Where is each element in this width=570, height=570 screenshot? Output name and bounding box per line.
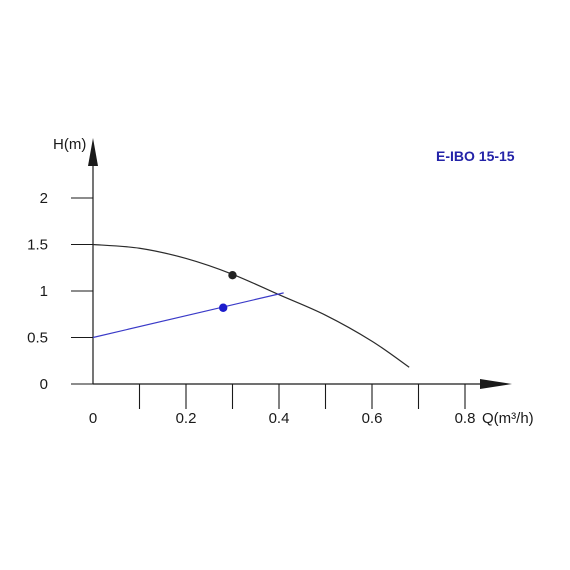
- x-tick-label: 0.6: [362, 410, 383, 427]
- x-axis-arrow-icon: [480, 379, 512, 389]
- x-tick-label: 0: [89, 410, 97, 427]
- pump-curve-point: [228, 270, 237, 280]
- axes: H(m) Q(m³/h): [53, 136, 534, 427]
- operating-point: [219, 303, 228, 312]
- pump-curve-line: [92, 243, 410, 368]
- system-line: [92, 292, 284, 339]
- y-ticks: 0 0.5 1 1.5 2: [27, 190, 93, 393]
- x-tick-label: 0.8: [455, 410, 476, 427]
- x-axis-label: Q(m³/h): [482, 410, 534, 427]
- y-tick-label: 2: [40, 190, 48, 207]
- y-axis-arrow-icon: [88, 138, 98, 166]
- y-tick-label: 0: [40, 376, 48, 393]
- series-layer: [92, 243, 410, 368]
- x-ticks: 0 0.2 0.4 0.6 0.8: [89, 384, 476, 427]
- y-tick-label: 0.5: [27, 330, 48, 347]
- x-tick-label: 0.2: [176, 410, 197, 427]
- x-tick-label: 0.4: [269, 410, 290, 427]
- chart-title: E-IBO 15-15: [436, 148, 515, 164]
- y-axis-label: H(m): [53, 136, 86, 153]
- y-tick-label: 1: [40, 283, 48, 300]
- y-tick-label: 1.5: [27, 237, 48, 254]
